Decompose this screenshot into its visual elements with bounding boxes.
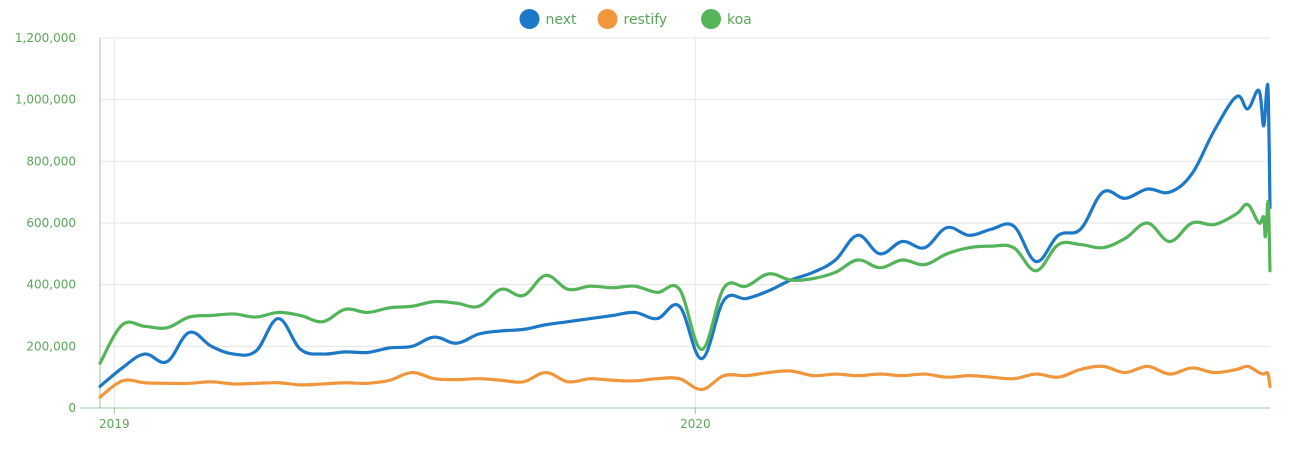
x-tick-label: 2019	[99, 417, 130, 431]
y-tick-label: 0	[68, 401, 76, 415]
y-tick-label: 200,000	[26, 339, 76, 353]
legend-item-restify[interactable]: restify	[597, 9, 668, 29]
y-tick-label: 400,000	[26, 278, 76, 292]
y-tick-label: 1,200,000	[15, 31, 76, 45]
series-line-koa	[98, 199, 1272, 365]
legend-item-koa[interactable]: koa	[701, 9, 752, 29]
series-line-restify	[98, 364, 1272, 399]
legend-swatch-icon	[701, 9, 721, 29]
legend-swatch-icon	[597, 9, 618, 29]
legend-label: restify	[624, 12, 668, 28]
legend-item-next[interactable]: next	[519, 9, 578, 29]
chart-axes: 0 200,000 400,000 600,000 800,000 1,000,000 1,…	[15, 31, 1270, 431]
legend-swatch-icon	[519, 9, 540, 29]
grid-lines	[100, 37, 1270, 409]
legend-label: koa	[727, 12, 752, 28]
series-line-next	[98, 82, 1272, 389]
y-tick-label: 600,000	[26, 216, 76, 230]
legend-label: next	[546, 12, 578, 28]
chart-legend: next restify koa	[519, 9, 752, 29]
y-tick-label: 800,000	[26, 154, 76, 168]
series-layer	[98, 82, 1272, 399]
y-tick-label: 1,000,000	[15, 93, 76, 107]
x-tick-label: 2020	[680, 417, 711, 431]
